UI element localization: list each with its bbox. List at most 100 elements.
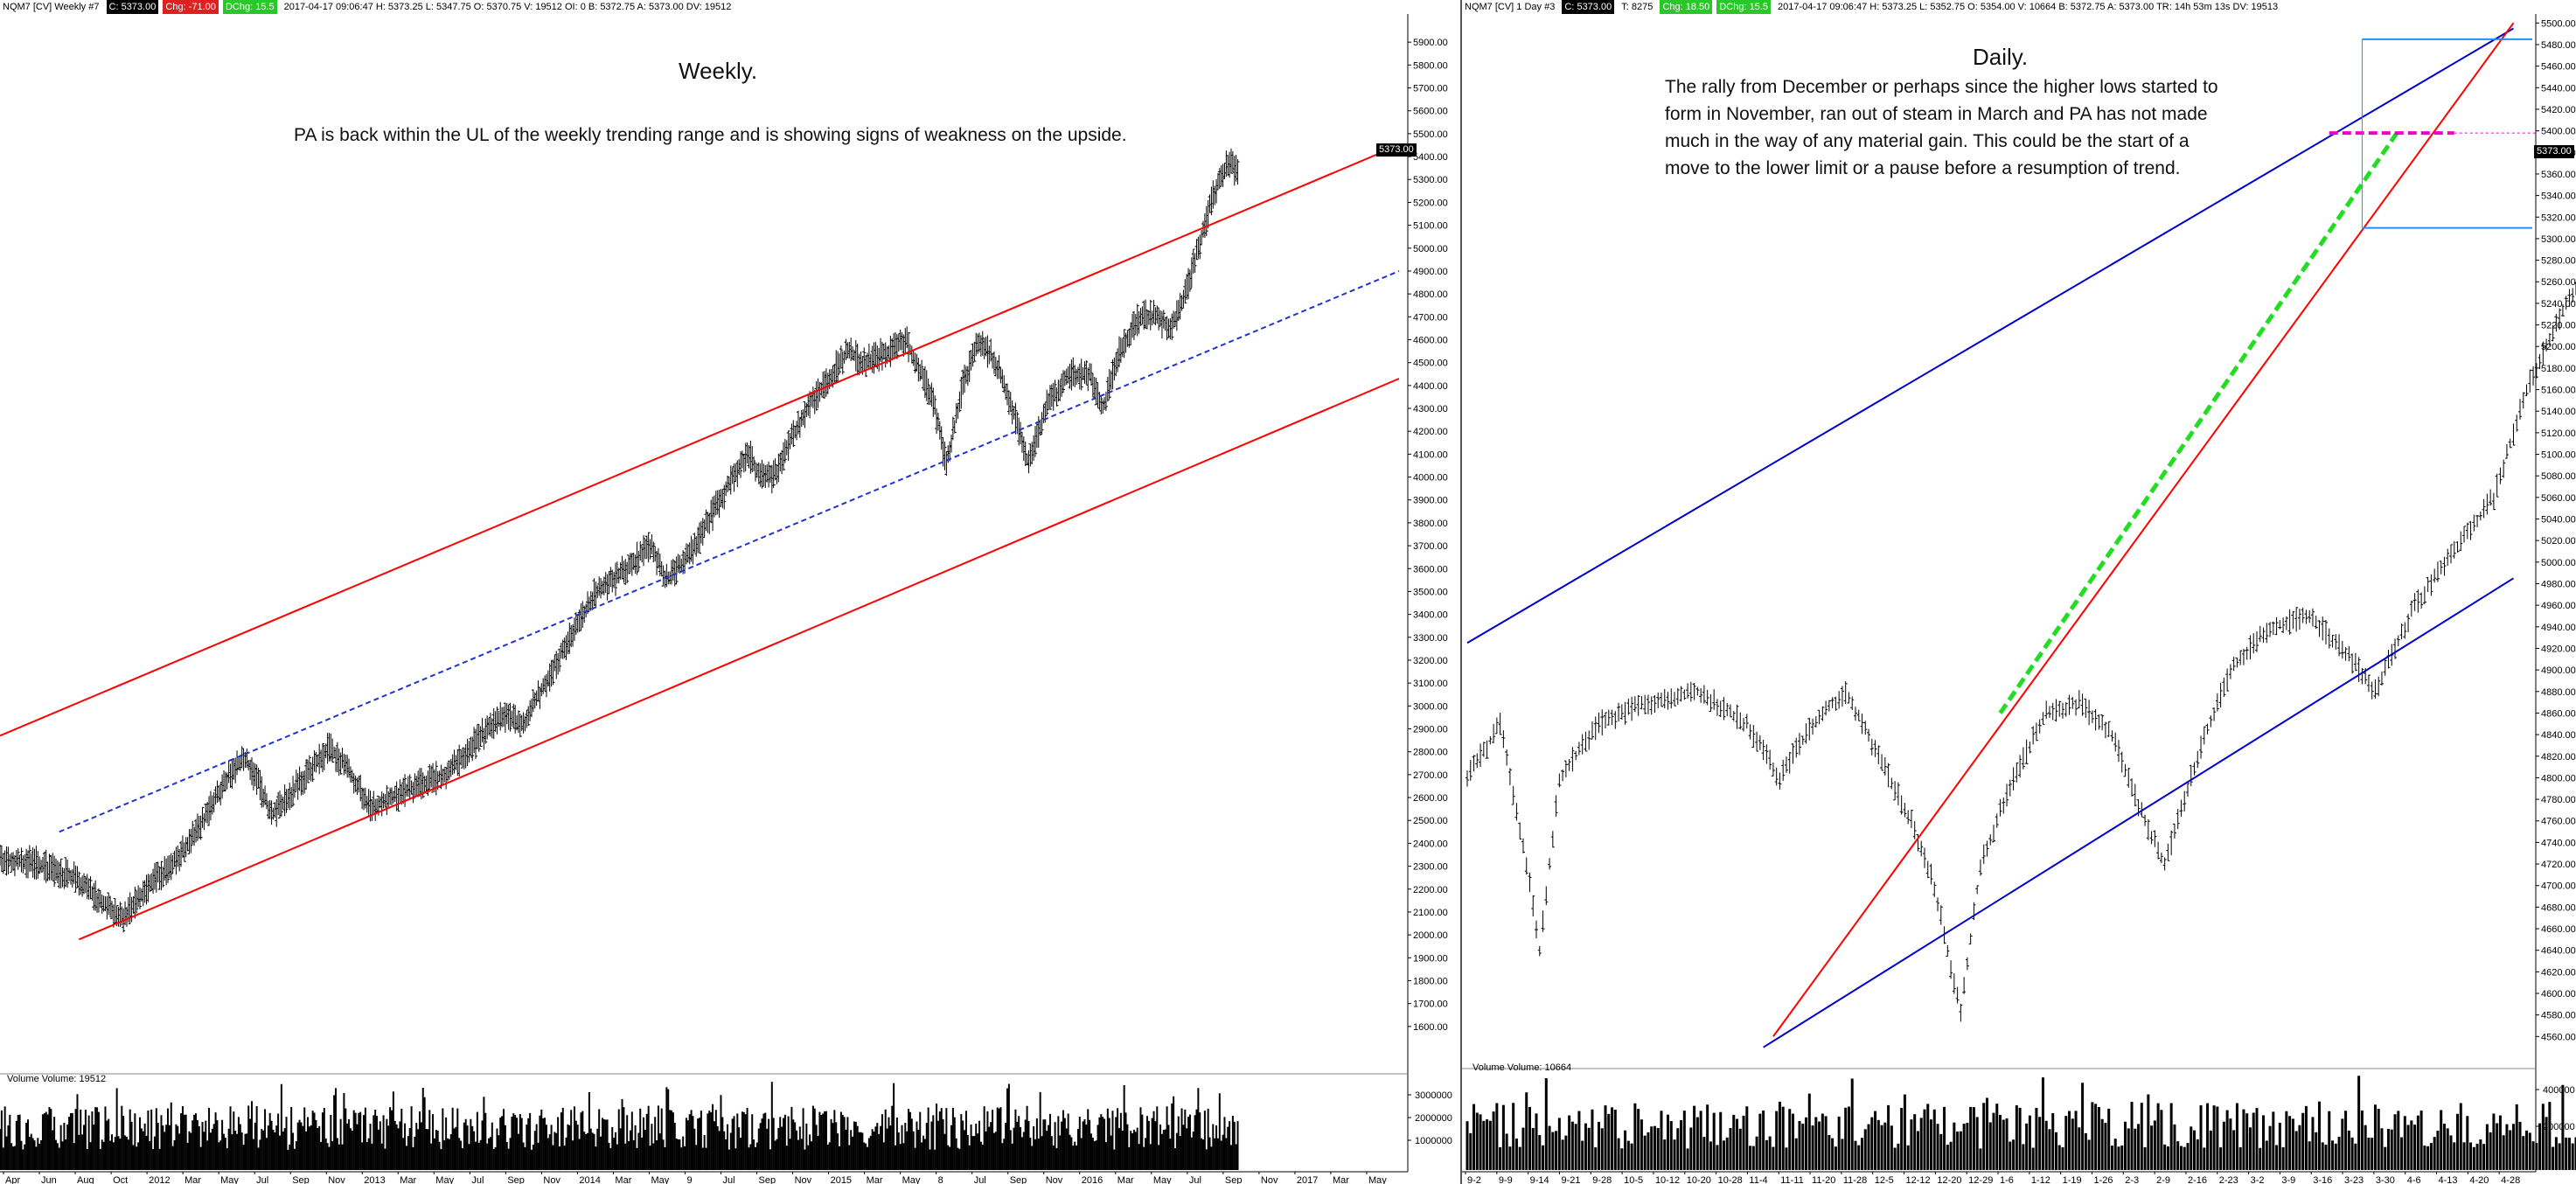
time-tick-label: 12-29 [1968, 1175, 1993, 1184]
price-tick-label: 5320.00 [2541, 212, 2576, 223]
time-tick-label: Jul [723, 1175, 735, 1184]
price-tick-label: 4000.00 [1413, 473, 1448, 484]
time-tick-label: 2015 [831, 1175, 852, 1184]
time-tick-label: 2-9 [2156, 1175, 2170, 1184]
price-tick-label: 4800.00 [1413, 289, 1448, 300]
price-tick-label: 4880.00 [2541, 687, 2576, 698]
time-tick-label: 11-28 [1843, 1175, 1867, 1184]
daily-chg-chip: Chg: 18.50 [1660, 0, 1713, 14]
weekly-chart-svg[interactable]: 5900.00 5800.00 5700.00 5600.00 5500.00 5400.… [0, 0, 1460, 1184]
weekly-annotation-title: Weekly. [679, 58, 758, 84]
weekly-lower-channel-line [78, 378, 1400, 941]
time-tick-label: 1-19 [2063, 1175, 2082, 1184]
time-tick-label: 12-20 [1937, 1175, 1961, 1184]
weekly-dchg-chip: DChg: 15.5 [222, 0, 277, 14]
time-tick-label: 3-30 [2376, 1175, 2395, 1184]
price-tick-label: 4600.00 [2541, 989, 2576, 999]
price-tick-label: 5200.00 [1413, 198, 1448, 208]
price-tick-label: 4200.00 [1413, 427, 1448, 437]
price-tick-label: 5100.00 [2541, 450, 2576, 461]
price-tick-label: 5600.00 [1413, 107, 1448, 117]
price-tick-label: 4300.00 [1413, 404, 1448, 414]
time-tick-label: 3-23 [2344, 1175, 2364, 1184]
time-tick-label: May [1153, 1175, 1172, 1184]
time-tick-label: Jul [974, 1175, 986, 1184]
time-tick-label: 9-21 [1561, 1175, 1580, 1184]
weekly-annotation-body: PA is back within the UL of the weekly t… [294, 125, 1127, 145]
daily-chart-pane: NQM7 [CV] 1 Day #3 C: 5373.00 T: 8275 Ch… [1462, 0, 2576, 1184]
time-tick-label: Sep [759, 1175, 776, 1184]
price-tick-label: 5120.00 [2541, 428, 2576, 439]
price-tick-label: 2900.00 [1413, 725, 1448, 735]
price-tick-label: 4580.00 [2541, 1011, 2576, 1021]
price-tick-label: 4560.00 [2541, 1032, 2576, 1042]
time-tick-label: Nov [1046, 1175, 1063, 1184]
time-tick-label: 2-16 [2188, 1175, 2207, 1184]
price-tick-label: 5420.00 [2541, 105, 2576, 115]
weekly-chart-pane: NQM7 [CV] Weekly #7 C: 5373.00 Chg: -71.… [0, 0, 1460, 1184]
time-tick-label: Nov [543, 1175, 560, 1184]
time-tick-label: 9-2 [1467, 1175, 1481, 1184]
time-tick-label: Nov [795, 1175, 812, 1184]
price-tick-label: 3400.00 [1413, 610, 1448, 621]
pane-divider[interactable] [1460, 0, 1462, 1184]
time-tick-label: Apr [5, 1175, 20, 1184]
time-tick-label: Nov [328, 1175, 345, 1184]
price-tick-label: 5000.00 [2541, 558, 2576, 568]
price-tick-label: 1800.00 [1413, 976, 1448, 986]
price-tick-label: 4960.00 [2541, 601, 2576, 611]
time-tick-label: 3-16 [2313, 1175, 2332, 1184]
time-tick-label: 1-6 [2000, 1175, 2014, 1184]
price-tick-label: 5500.00 [2541, 18, 2576, 29]
price-tick-label: 4700.00 [2541, 881, 2576, 892]
price-tick-label: 5060.00 [2541, 493, 2576, 504]
weekly-chg-chip: Chg: -71.00 [163, 0, 219, 14]
price-tick-label: 1600.00 [1413, 1022, 1448, 1033]
time-tick-label: 9-9 [1499, 1175, 1513, 1184]
time-tick-label: Mar [400, 1175, 416, 1184]
price-tick-label: 5480.00 [2541, 40, 2576, 51]
time-tick-label: Mar [184, 1175, 201, 1184]
volume-tick-label: 2000000 [1415, 1113, 1452, 1124]
price-tick-label: 5800.00 [1413, 60, 1448, 71]
time-tick-label: 12-12 [1906, 1175, 1931, 1184]
time-tick-label: 4-20 [2469, 1175, 2489, 1184]
price-tick-label: 5300.00 [2541, 234, 2576, 245]
volume-tick-label: 3000000 [1415, 1090, 1452, 1101]
price-tick-label: 2800.00 [1413, 748, 1448, 758]
daily-symbol[interactable]: NQM7 [CV] 1 Day #3 [1465, 2, 1556, 12]
weekly-symbol[interactable]: NQM7 [CV] Weekly #7 [3, 2, 100, 12]
time-tick-label: 11-4 [1749, 1175, 1767, 1184]
time-tick-label: Nov [1261, 1175, 1278, 1184]
time-tick-label: Jun [41, 1175, 57, 1184]
price-tick-label: 4740.00 [2541, 838, 2576, 848]
time-tick-label: May [220, 1175, 239, 1184]
price-tick-label: 5440.00 [2541, 83, 2576, 94]
time-tick-label: Mar [1333, 1175, 1349, 1184]
time-tick-label: May [1368, 1175, 1387, 1184]
price-tick-label: 5500.00 [1413, 129, 1448, 140]
price-tick-label: 4720.00 [2541, 860, 2576, 870]
time-tick-label: 10-5 [1624, 1175, 1643, 1184]
daily-close-chip: C: 5373.00 [1562, 0, 1615, 14]
time-tick-label: Sep [1010, 1175, 1027, 1184]
weekly-details: 2017-04-17 09:06:47 H: 5373.25 L: 5347.7… [283, 2, 732, 12]
daily-chart-svg[interactable]: 5500.00 5480.00 5460.00 5440.00 5420.00 5400.… [1462, 0, 2576, 1184]
price-tick-label: 4820.00 [2541, 752, 2576, 763]
time-tick-label: 9-14 [1530, 1175, 1549, 1184]
time-tick-label: 10-12 [1655, 1175, 1680, 1184]
time-tick-label: 2017 [1297, 1175, 1318, 1184]
price-tick-label: 5400.00 [1413, 152, 1448, 163]
price-tick-label: 1700.00 [1413, 999, 1448, 1010]
price-tick-label: 4940.00 [2541, 623, 2576, 633]
time-tick-label: Jul [471, 1175, 484, 1184]
price-tick-label: 3900.00 [1413, 496, 1448, 506]
time-tick-label: 1-26 [2093, 1175, 2113, 1184]
price-tick-label: 5080.00 [2541, 471, 2576, 482]
weekly-volume-label: Volume Volume: 19512 [7, 1074, 107, 1084]
time-tick-label: Sep [1225, 1175, 1243, 1184]
price-tick-label: 5020.00 [2541, 536, 2576, 547]
time-tick-label: 10-20 [1687, 1175, 1711, 1184]
price-tick-label: 5100.00 [1413, 221, 1448, 232]
price-tick-label: 3700.00 [1413, 541, 1448, 552]
